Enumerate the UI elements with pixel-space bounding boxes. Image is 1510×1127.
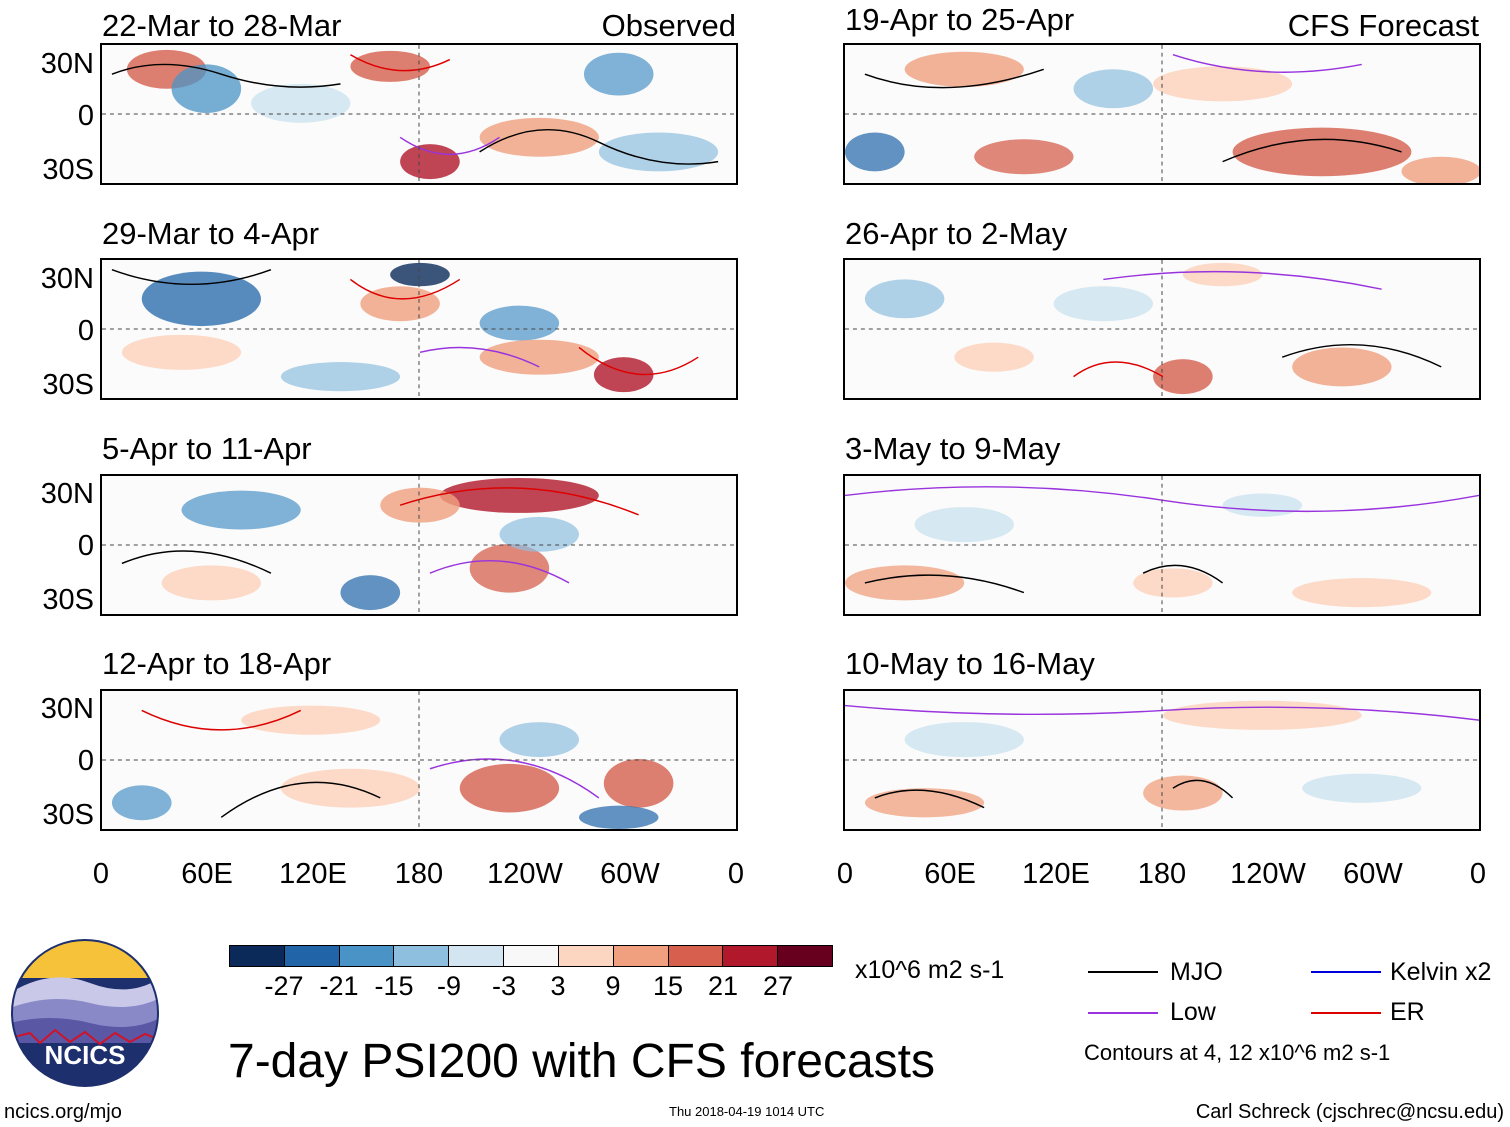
x-tick-120w: 120W bbox=[1230, 858, 1306, 890]
colorbar-swatch bbox=[230, 946, 285, 966]
colorbar-label: -15 bbox=[374, 971, 414, 1001]
legend-line-low bbox=[1088, 1012, 1158, 1014]
y-tick-0: 0 bbox=[77, 745, 94, 777]
x-tick-120e: 120E bbox=[279, 858, 347, 890]
x-tick-120e: 120E bbox=[1022, 858, 1090, 890]
panel-title-7: 3-May to 9-May bbox=[845, 431, 1061, 466]
legend-label-kelvin: Kelvin x2 bbox=[1390, 958, 1492, 986]
colorbar-swatch bbox=[558, 946, 614, 966]
x-tick-0: 0 bbox=[92, 858, 110, 890]
legend-line-mjo bbox=[1088, 971, 1158, 973]
colorbar-label: -27 bbox=[264, 971, 304, 1001]
colorbar-swatch bbox=[284, 946, 340, 966]
colorbar-label: -3 bbox=[491, 971, 516, 1001]
y-tick-30n: 30N bbox=[40, 478, 94, 510]
y-tick-30s: 30S bbox=[42, 799, 94, 831]
map-panel-8 bbox=[843, 689, 1481, 831]
colorbar-label: -9 bbox=[436, 971, 461, 1001]
legend-label-er: ER bbox=[1390, 998, 1425, 1026]
footer-url[interactable]: ncics.org/mjo bbox=[4, 1101, 122, 1123]
y-tick-0: 0 bbox=[77, 315, 94, 347]
map-panel-6 bbox=[843, 258, 1481, 400]
colorbar-swatch bbox=[723, 946, 779, 966]
x-tick-60e: 60E bbox=[181, 858, 233, 890]
legend-label-low: Low bbox=[1170, 998, 1216, 1026]
x-tick-0: 0 bbox=[836, 858, 854, 890]
colorbar-swatch bbox=[339, 946, 395, 966]
panel-title-4: 12-Apr to 18-Apr bbox=[102, 646, 332, 681]
footer-timestamp: Thu 2018-04-19 1014 UTC bbox=[669, 1104, 825, 1119]
panel-title-6: 26-Apr to 2-May bbox=[845, 216, 1068, 251]
colorbar-swatch bbox=[613, 946, 669, 966]
colorbar-swatch bbox=[504, 946, 559, 966]
x-tick-180: 180 bbox=[1137, 858, 1187, 890]
colorbar-units: x10^6 m2 s-1 bbox=[855, 956, 1005, 984]
cfs-forecast-label: CFS Forecast bbox=[1287, 8, 1479, 43]
colorbar-swatch bbox=[449, 946, 505, 966]
y-tick-30s: 30S bbox=[42, 154, 94, 186]
colorbar-swatch bbox=[668, 946, 724, 966]
colorbar-label: 9 bbox=[605, 971, 621, 1001]
x-tick-180: 180 bbox=[394, 858, 444, 890]
legend-line-er bbox=[1311, 1012, 1381, 1014]
colorbar-label: -21 bbox=[319, 971, 359, 1001]
y-tick-0: 0 bbox=[77, 530, 94, 562]
map-panel-5 bbox=[843, 43, 1481, 185]
colorbar-swatch bbox=[778, 946, 832, 966]
main-title: 7-day PSI200 with CFS forecasts bbox=[228, 1035, 935, 1088]
colorbar-label: 27 bbox=[762, 971, 794, 1001]
x-tick-60e: 60E bbox=[924, 858, 976, 890]
panel-title-3: 5-Apr to 11-Apr bbox=[102, 431, 312, 466]
colorbar bbox=[229, 945, 833, 967]
legend-line-kelvin bbox=[1311, 971, 1381, 973]
colorbar-swatch bbox=[394, 946, 450, 966]
x-tick-0-end: 0 bbox=[1469, 858, 1487, 890]
y-tick-30n: 30N bbox=[40, 263, 94, 295]
x-tick-60w: 60W bbox=[600, 858, 660, 890]
y-tick-30s: 30S bbox=[42, 369, 94, 401]
legend-label-mjo: MJO bbox=[1170, 958, 1223, 986]
map-panel-4 bbox=[100, 689, 738, 831]
x-tick-120w: 120W bbox=[487, 858, 563, 890]
x-tick-0-end: 0 bbox=[727, 858, 745, 890]
panel-title-5: 19-Apr to 25-Apr bbox=[845, 2, 1075, 37]
ncics-logo: NCICS bbox=[10, 938, 160, 1088]
observed-label: Observed bbox=[601, 8, 736, 43]
panel-title-2: 29-Mar to 4-Apr bbox=[102, 216, 320, 251]
panel-title-8: 10-May to 16-May bbox=[845, 646, 1095, 681]
panel-title-1: 22-Mar to 28-Mar bbox=[102, 8, 342, 43]
map-panel-1 bbox=[100, 43, 738, 185]
colorbar-label: 3 bbox=[550, 971, 566, 1001]
map-panel-7 bbox=[843, 474, 1481, 616]
y-tick-30s: 30S bbox=[42, 584, 94, 616]
map-panel-3 bbox=[100, 474, 738, 616]
footer-credit: Carl Schreck (cjschrec@ncsu.edu) bbox=[1195, 1101, 1504, 1123]
x-tick-60w: 60W bbox=[1343, 858, 1403, 890]
ncics-logo-text: NCICS bbox=[45, 1040, 126, 1070]
contours-note: Contours at 4, 12 x10^6 m2 s-1 bbox=[1084, 1040, 1391, 1065]
y-tick-30n: 30N bbox=[40, 48, 94, 80]
y-tick-30n: 30N bbox=[40, 693, 94, 725]
y-tick-0: 0 bbox=[77, 100, 94, 132]
map-panel-2 bbox=[100, 258, 738, 400]
colorbar-label: 21 bbox=[707, 971, 739, 1001]
colorbar-label: 15 bbox=[652, 971, 684, 1001]
